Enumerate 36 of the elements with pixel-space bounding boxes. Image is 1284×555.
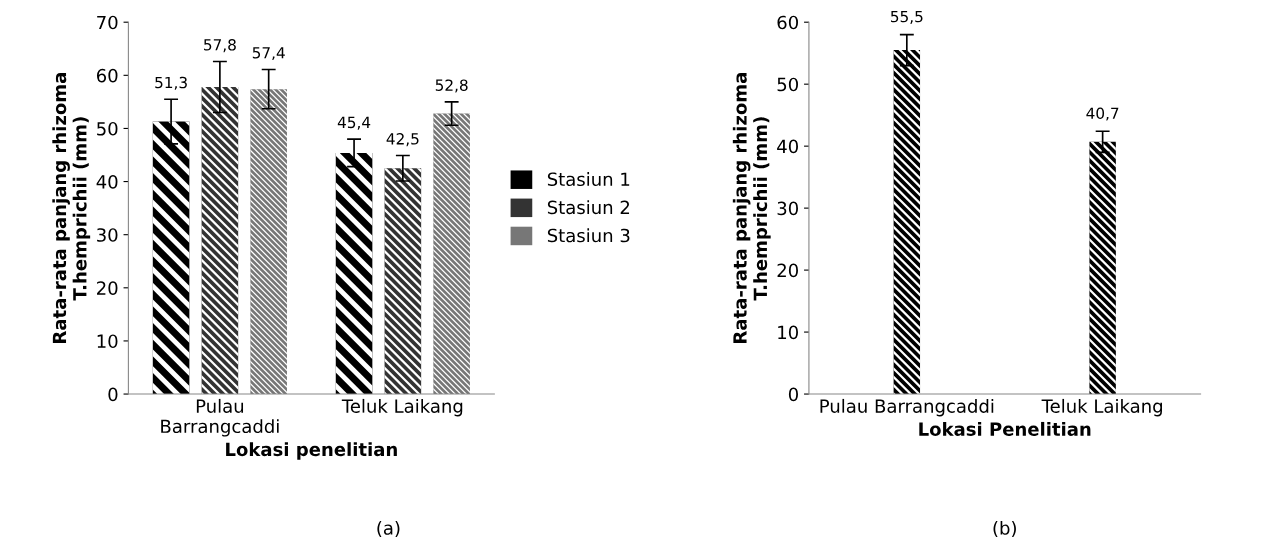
- data-label: 42,5: [386, 133, 419, 147]
- y-tick-label: 0: [788, 387, 798, 402]
- y-tick-label: 50: [777, 77, 798, 92]
- legend-label: Stasiun 2: [547, 200, 630, 215]
- data-label: 57,4: [252, 47, 285, 61]
- y-tick-label: 30: [97, 228, 118, 242]
- y-tick-label: 60: [777, 15, 798, 30]
- x-axis-title: Lokasi Penelitian: [919, 421, 1091, 436]
- y-tick-label: 60: [96, 68, 118, 83]
- data-label: 45,4: [337, 116, 371, 130]
- y-tick-label: 70: [97, 15, 118, 30]
- text: (b): [993, 520, 1016, 537]
- y-tick-label: 50: [97, 121, 118, 136]
- y-axis-title: Rata-rata panjang rhizoma T.hemprichii (mm): [732, 73, 771, 343]
- y-axis-title: Rata-rata panjang rhizoma T.hemprichii (mm): [52, 73, 91, 343]
- y-tick-label: 20: [97, 281, 118, 295]
- legend-label: Stasiun 3: [547, 228, 630, 243]
- x-tick-label: Pulau Barrangcaddi: [820, 398, 994, 417]
- y-tick-label: 40: [777, 139, 798, 154]
- y-tick-label: 30: [777, 201, 798, 216]
- y-tick-label: 10: [778, 325, 798, 340]
- x-axis-title: Lokasi penelitian: [226, 442, 397, 460]
- y-tick-label: 0: [108, 387, 118, 402]
- x-tick-label: Teluk Laikang: [1041, 398, 1162, 417]
- x-tick-label: Teluk Laikang: [341, 398, 463, 417]
- y-tick-label: 10: [97, 334, 118, 349]
- text: (a): [377, 520, 400, 537]
- data-label: 51,3: [155, 76, 187, 90]
- data-label: 57,8: [204, 39, 236, 53]
- y-tick-label: 20: [777, 263, 798, 278]
- data-label: 55,5: [891, 10, 923, 24]
- y-tick-label: 40: [96, 175, 118, 189]
- data-label: 52,8: [435, 79, 468, 93]
- x-tick-label: Pulau Barrangcaddi: [161, 398, 279, 437]
- legend-label: Stasiun 1: [547, 172, 630, 187]
- data-label: 40,7: [1086, 107, 1119, 121]
